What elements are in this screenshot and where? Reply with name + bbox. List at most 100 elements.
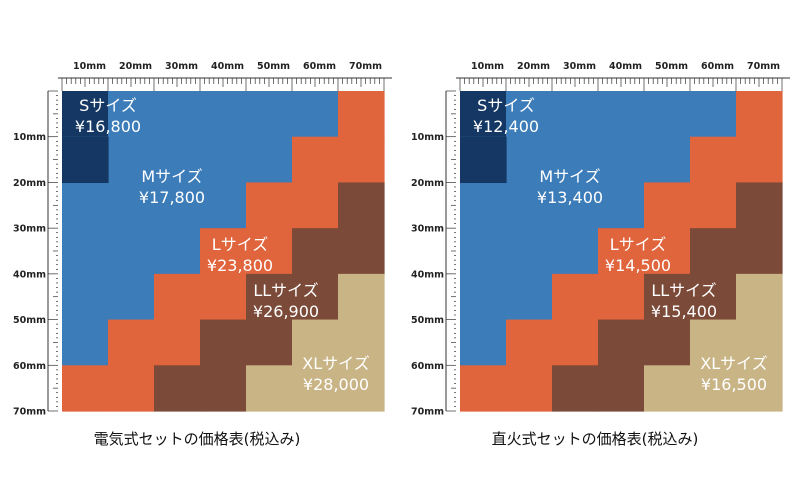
ll-zone-cell [200,365,247,412]
left-ruler-label: 10mm [411,132,444,143]
l-zone-cell [598,228,645,275]
l-zone-cell [552,319,599,366]
ll-size-label: LLサイズ ¥26,900 [234,280,338,322]
m-zone-cell [62,182,109,229]
m-zone-cell [62,273,109,321]
m-zone-cell [154,91,201,138]
m-size-price: ¥17,800 [138,188,206,207]
left-ruler-label: 30mm [13,224,46,235]
xl-zone-cell [736,319,783,366]
ll-size-name: LLサイズ [253,281,319,300]
l-zone-cell [108,365,155,412]
stovetop-size-grid: 10mm 20mm 30mm 40mm 50mm 60mm 70mm 10mm 20mm 30mm… [411,61,790,418]
ll-zone-cell [200,319,247,366]
m-zone-cell [200,182,247,229]
ll-size-price: ¥26,900 [252,302,320,321]
l-zone-cell [154,319,201,366]
l-zone-cell [338,91,385,138]
m-zone-cell [506,228,553,275]
ll-size-label: LLサイズ ¥15,400 [632,280,736,322]
xl-size-name: XLサイズ [700,354,768,373]
top-ruler-label: 70mm [349,61,382,72]
l-zone-cell [552,273,599,321]
xl-zone-cell [338,319,385,366]
stovetop-caption: 直火式セットの価格表(税込み) [491,430,699,448]
xl-zone-cell [338,365,385,412]
m-zone-cell [552,182,599,229]
m-zone-cell [460,228,507,275]
left-ruler-label: 50mm [13,315,46,326]
xl-zone-cell [246,365,293,412]
xl-size-name: XLサイズ [302,354,370,373]
electric-size-grid: 10mm 20mm 30mm 40mm 50mm 60mm 70mm 10mm 20mm 30mm… [13,61,392,418]
xl-zone-cell [338,273,385,321]
m-size-label: Mサイズ ¥17,800 [112,166,232,208]
l-size-name: Lサイズ [609,235,667,254]
left-ruler-label: 60mm [13,361,46,372]
m-zone-cell [598,91,645,138]
l-zone-cell [108,319,155,366]
top-ruler-label: 70mm [747,61,780,72]
xl-size-label: XLサイズ ¥16,500 [682,353,786,395]
s-zone-cell [460,91,507,138]
m-zone-cell [108,182,155,229]
m-zone-cell [108,136,155,184]
s-zone-cell [62,136,109,184]
ll-zone-cell [246,319,293,366]
left-ruler-label: 60mm [411,361,444,372]
ll-zone-cell [644,319,691,366]
l-size-name: Lサイズ [211,235,269,254]
ll-zone-cell [598,319,645,366]
xl-zone-cell [690,319,737,366]
l-zone-cell [598,273,645,321]
top-ruler-label: 40mm [211,61,244,72]
xl-size-label: XLサイズ ¥28,000 [284,353,388,395]
top-ruler-label: 10mm [471,61,504,72]
electric-caption: 電気式セットの価格表(税込み) [93,430,301,448]
ll-zone-cell [338,228,385,275]
m-zone-cell [108,228,155,275]
ll-zone-cell [292,228,339,275]
top-ruler-label: 50mm [257,61,290,72]
ll-zone-cell [598,365,645,412]
l-size-price: ¥14,500 [604,256,672,275]
left-ruler-label: 70mm [411,407,444,418]
m-zone-cell [200,136,247,184]
top-ruler-label: 20mm [517,61,550,72]
xl-zone-cell [292,319,339,366]
l-zone-cell [62,365,109,412]
top-ruler-label: 50mm [655,61,688,72]
l-zone-cell [690,182,737,229]
xl-zone-cell [292,365,339,412]
l-zone-cell [736,136,783,184]
m-size-label: Mサイズ ¥13,400 [510,166,630,208]
m-size-name: Mサイズ [141,167,203,186]
m-zone-cell [62,228,109,275]
ll-zone-cell [154,365,201,412]
l-zone-cell [506,319,553,366]
l-zone-cell [246,228,293,275]
ll-size-price: ¥15,400 [650,302,718,321]
l-zone-cell [644,228,691,275]
l-zone-cell [644,182,691,229]
m-zone-cell [154,182,201,229]
ll-size-name: LLサイズ [651,281,717,300]
xl-size-price: ¥28,000 [302,375,370,394]
l-size-price: ¥23,800 [206,256,274,275]
l-zone-cell [200,228,247,275]
m-zone-cell [460,319,507,366]
s-size-price: ¥16,800 [74,117,142,136]
m-zone-cell [292,91,339,138]
m-zone-cell [154,136,201,184]
m-zone-cell [246,91,293,138]
xl-zone-cell [736,273,783,321]
m-zone-cell [62,319,109,366]
m-size-name: Mサイズ [539,167,601,186]
l-zone-cell [338,136,385,184]
ll-zone-cell [736,228,783,275]
m-zone-cell [690,91,737,138]
l-zone-cell [154,273,201,321]
left-ruler-label: 50mm [411,315,444,326]
ll-zone-cell [246,273,293,321]
